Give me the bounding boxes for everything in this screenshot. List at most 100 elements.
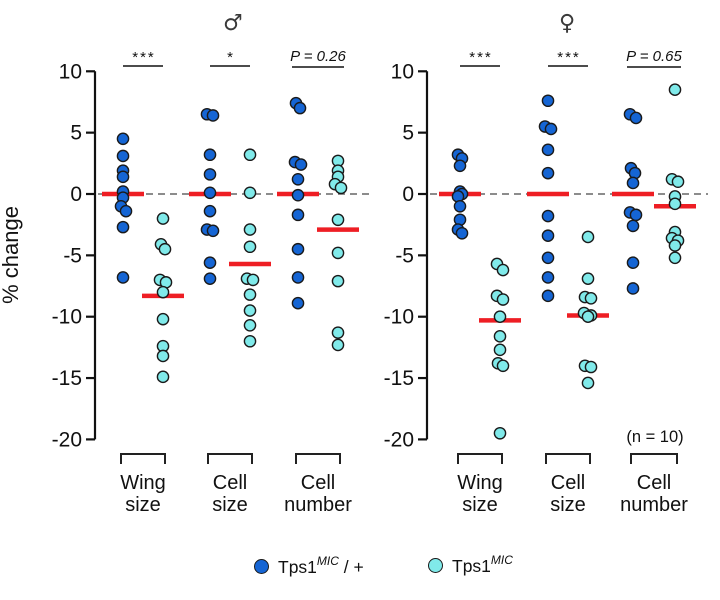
data-point-het [116,220,130,234]
data-point-het [291,208,305,222]
y-tick-label: -10 [384,306,414,329]
legend-item-het: Tps1MIC / + [254,554,364,578]
data-point-het [203,148,217,162]
significance-label: *** [557,49,581,66]
y-tick-label: 0 [70,183,82,206]
y-tick-label: 10 [391,60,414,83]
data-point-mut [243,148,257,162]
y-tick-label: -20 [52,428,82,451]
panel-title: ♂ [223,11,243,36]
significance-label: *** [132,49,156,66]
panel-title: ♀ [559,11,575,36]
group-bracket [457,453,503,464]
data-point-mut [331,213,345,227]
data-point-het [541,271,555,284]
y-tick-label: 0 [402,183,414,206]
y-tick-label: -10 [52,306,82,329]
legend-gene-mut: Tps1 [452,555,491,576]
data-point-het [541,209,555,223]
data-point-mut [156,312,170,326]
data-point-mut [331,338,345,352]
group-bracket [120,453,166,464]
legend-item-mut: Tps1MIC [428,553,513,577]
data-point-mut [158,242,172,256]
data-point-mut [334,181,348,195]
data-point-mut [668,197,682,211]
data-point-mut [243,186,257,200]
legend-sup-het: MIC [316,554,339,568]
data-point-mut [156,370,170,384]
data-point-mut [584,360,598,374]
data-point-het [453,159,467,173]
data-point-mut [581,272,595,285]
data-point-mut [243,288,257,301]
y-tick-label: 5 [70,122,82,145]
data-point-het [294,158,308,171]
group-label: number [284,494,352,516]
y-tick-label: -20 [384,428,414,451]
group-bracket [630,453,678,464]
data-point-het [116,132,130,146]
data-point-mut [668,251,682,265]
data-point-mut [246,273,260,287]
y-axis-title: % change [0,206,23,304]
group-label: size [125,494,161,516]
legend-suffix-het: / + [338,556,364,577]
data-point-mut [496,293,510,306]
data-point-het [541,251,555,265]
legend-dot-mut-icon [428,557,443,573]
data-point-het [544,122,558,136]
data-point-mut [668,239,682,252]
data-point-mut [156,285,170,299]
legend-gene-het: Tps1 [278,556,317,577]
data-point-het [206,109,220,122]
y-tick-label: -15 [384,367,414,390]
data-point-het [541,166,555,180]
data-point-mut [581,230,595,244]
data-point-mut [668,83,682,97]
data-point-het [541,289,555,303]
significance-label: P = 0.65 [626,48,682,65]
data-point-het [116,149,130,163]
data-point-het [119,204,133,218]
data-point-het [203,204,217,218]
data-point-het [629,111,643,125]
data-point-het [203,256,217,270]
data-point-het [293,101,307,115]
group-label: size [550,494,586,516]
data-point-mut [243,240,257,254]
data-point-het [116,170,130,184]
group-bracket [207,453,253,464]
data-point-mut [671,175,685,189]
data-point-het [203,186,217,200]
group-label: Cell [551,472,585,494]
y-tick-label: -5 [63,244,82,267]
data-point-mut [156,349,170,363]
sample-size-note: (n = 10) [626,428,683,446]
group-label: Cell [213,472,247,494]
y-tick-label: 10 [59,60,82,83]
legend-dot-het-icon [254,558,269,574]
group-label: size [462,494,498,516]
legend-label-mut: Tps1MIC [452,553,513,577]
data-point-mut [331,326,345,339]
significance-label: * [227,49,235,66]
significance-label: *** [469,49,493,66]
group-label: Cell [637,472,671,494]
data-point-mut [496,263,510,277]
data-point-mut [581,310,595,324]
data-point-mut [243,318,257,332]
data-point-het [626,256,640,270]
data-point-mut [243,304,257,317]
data-point-het [626,282,640,295]
data-point-mut [493,330,507,343]
group-label: size [212,494,248,516]
data-point-het [455,226,469,240]
significance-label: P = 0.26 [290,48,346,65]
data-point-mut [493,343,507,357]
data-point-mut [493,310,507,324]
data-point-het [291,172,305,186]
data-point-mut [243,223,257,236]
y-tick-label: 5 [402,122,414,145]
data-point-het [203,168,217,181]
